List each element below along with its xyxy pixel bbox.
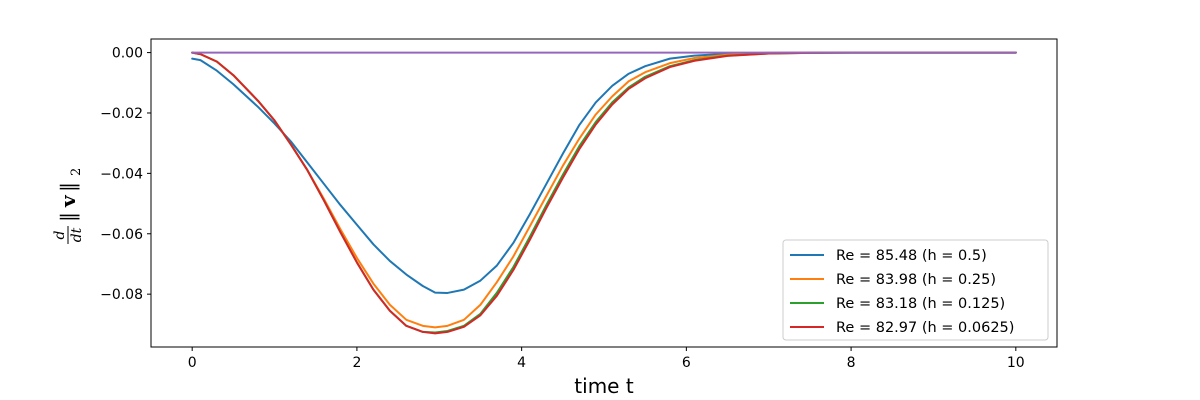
y-label-vector: v	[56, 194, 80, 208]
y-tick-label: −0.04	[100, 166, 143, 182]
plot-lines	[191, 51, 1017, 335]
y-label-norm-left: ‖	[56, 212, 81, 222]
y-tick-label: −0.02	[100, 106, 143, 122]
legend-entry: Re = 85.48 (h = 0.5)	[836, 248, 987, 264]
legend-box	[782, 239, 1049, 341]
y-ticks: 0.00 −0.02 −0.04 −0.06 −0.08	[100, 46, 151, 303]
legend-entry: Re = 83.98 (h = 0.25)	[836, 272, 996, 288]
x-ticks: 0 2 4 6 8 10	[188, 347, 1025, 371]
y-label-subscript: 2	[69, 168, 84, 176]
legend-entry: Re = 83.18 (h = 0.125)	[836, 296, 1005, 312]
legend-entry: Re = 82.97 (h = 0.0625)	[836, 320, 1014, 336]
y-axis-label: d dt ‖ v ‖ 2	[52, 168, 85, 244]
x-tick-label: 0	[188, 355, 197, 371]
y-tick-label: −0.06	[100, 227, 143, 243]
series-line-1	[191, 51, 1017, 294]
x-axis-label: time t	[574, 374, 634, 398]
x-tick-label: 2	[352, 355, 361, 371]
series-line-4	[191, 51, 1017, 335]
y-label-numerator: d	[52, 230, 68, 239]
axes-frame	[150, 38, 1058, 348]
y-label-denominator: dt	[69, 227, 85, 242]
x-tick-label: 4	[517, 355, 526, 371]
x-tick-label: 8	[847, 355, 856, 371]
legend: Re = 85.48 (h = 0.5) Re = 83.98 (h = 0.25…	[782, 239, 1049, 341]
x-tick-label: 10	[1007, 355, 1025, 371]
y-label-norm-right: ‖	[56, 182, 81, 192]
y-tick-label: 0.00	[112, 46, 143, 62]
x-tick-label: 6	[682, 355, 691, 371]
y-tick-label: −0.08	[100, 287, 143, 303]
